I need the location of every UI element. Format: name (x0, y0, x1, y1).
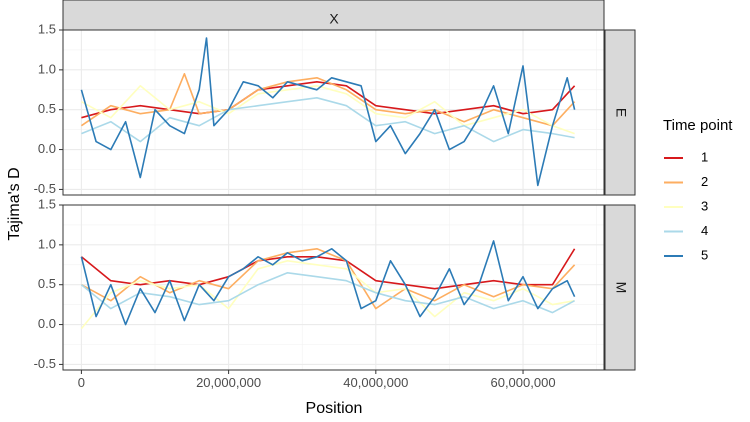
series-line-time-point-5 (80, 37, 576, 187)
panel-border (62, 29, 605, 196)
series-line-time-point-4 (80, 271, 575, 314)
x-tick-label: 20,000,000 (196, 375, 261, 390)
facet-row-strip (604, 29, 636, 196)
series-line-time-point-5 (80, 240, 576, 326)
y-tick-label: -0.5 (34, 181, 56, 196)
y-tick-label: 1.5 (38, 196, 56, 211)
facet-panel-e: -0.5 0.0 0.5 1.0 1.5 E (34, 21, 636, 196)
panel-background (63, 205, 604, 370)
y-tick-label: 0.5 (38, 276, 56, 291)
panel-border (62, 204, 605, 371)
y-tick-label: -0.5 (34, 356, 56, 371)
legend-label-time-point-4: 4 (701, 223, 708, 238)
series-line-time-point-3 (80, 259, 575, 330)
x-tick-label: 40,000,000 (343, 375, 408, 390)
series-line-time-point-4 (81, 97, 575, 143)
facet-row-strip (604, 204, 636, 371)
series-line-time-point-3 (81, 85, 575, 135)
facet-row-label: E (613, 108, 629, 117)
x-axis-title: Position (306, 400, 363, 417)
facet-panel-m: -0.5 0.0 0.5 1.0 1.5 M (34, 196, 636, 371)
legend-label-time-point-2: 2 (701, 174, 708, 189)
y-tick-label: 0.0 (38, 316, 56, 331)
facet-column-label: X (329, 11, 339, 27)
facet-row-label: M (613, 282, 629, 294)
y-tick-label: 1.0 (38, 236, 56, 251)
legend-label-time-point-3: 3 (701, 198, 708, 213)
series-line-time-point-1 (80, 248, 576, 290)
y-axis-title: Tajima's D (6, 167, 23, 240)
x-tick-label: 0 (78, 375, 85, 390)
legend-label-time-point-5: 5 (701, 247, 708, 262)
y-tick-label: 1.5 (38, 21, 56, 36)
x-tick-label: 60,000,000 (490, 375, 555, 390)
facet-column-strip (62, 0, 605, 31)
y-tick-label: 1.0 (38, 61, 56, 76)
legend-title: Time point (663, 117, 733, 134)
y-tick-label: 0.5 (38, 101, 56, 116)
y-tick-label: 0.0 (38, 141, 56, 156)
legend-label-time-point-1: 1 (701, 149, 708, 164)
